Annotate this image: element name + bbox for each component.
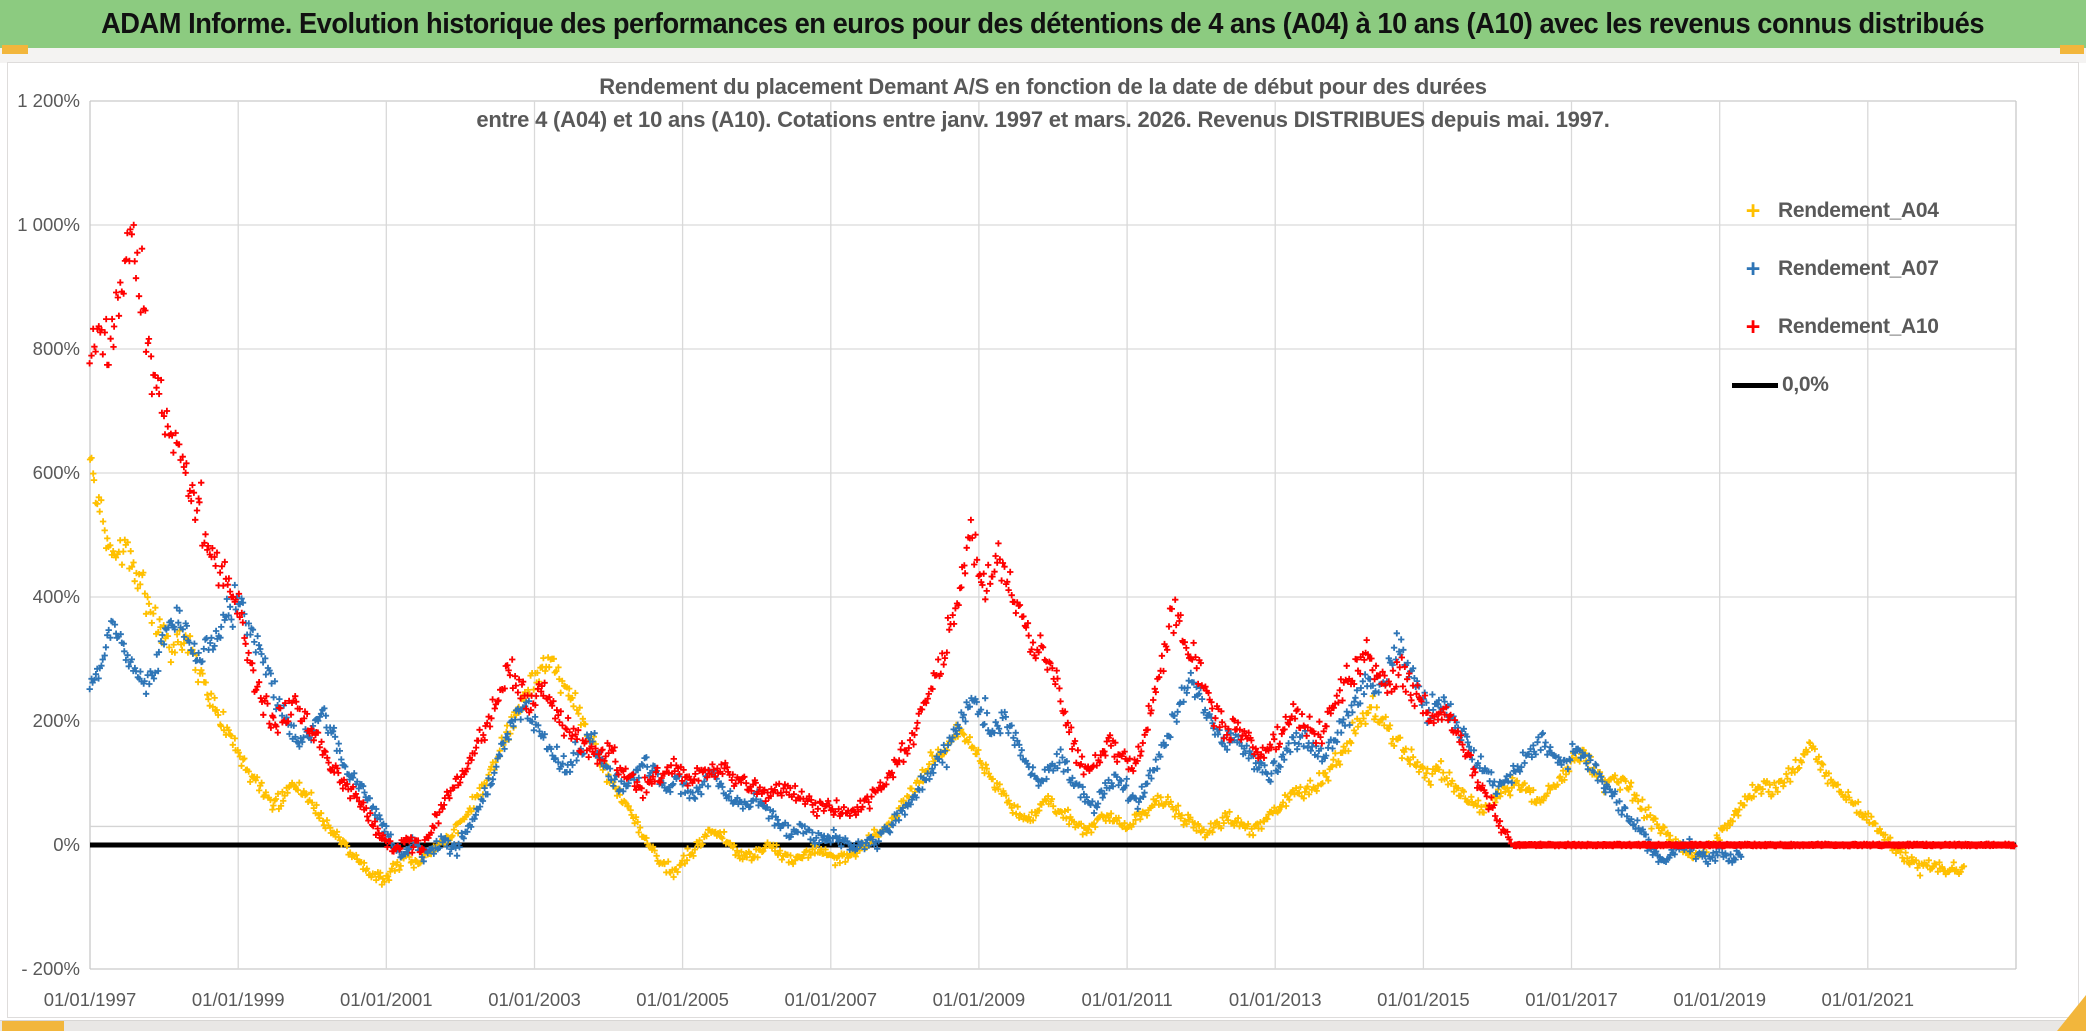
- legend-item-zero-line: 0,0%: [1732, 356, 1939, 414]
- series-flat-zero-markers: [1510, 840, 2018, 850]
- y-tick-label: 600%: [33, 462, 80, 483]
- x-tick-label: 01/01/2001: [340, 989, 433, 1010]
- y-tick-label: 800%: [33, 338, 80, 359]
- plus-marker-icon: +: [1745, 197, 1761, 225]
- chart-title-line1: Rendement du placement Demant A/S en fon…: [599, 74, 1487, 99]
- x-tick-label: 01/01/2003: [488, 989, 581, 1010]
- legend-item-rendement-a10: + Rendement_A10: [1732, 298, 1939, 356]
- plus-marker-icon: +: [1745, 255, 1761, 283]
- chart-title: Rendement du placement Demant A/S en fon…: [0, 70, 2086, 136]
- bottom-strip: [0, 1020, 2086, 1031]
- header-bar: ADAM Informe. Evolution historique des p…: [0, 0, 2086, 48]
- x-tick-label: 01/01/2013: [1229, 989, 1322, 1010]
- chart-title-line2: entre 4 (A04) et 10 ans (A10). Cotations…: [476, 107, 1610, 132]
- y-tick-label: 1 200%: [17, 90, 80, 111]
- x-tick-label: 01/01/2017: [1525, 989, 1618, 1010]
- x-tick-label: 01/01/2015: [1377, 989, 1470, 1010]
- page-title: ADAM Informe. Evolution historique des p…: [101, 7, 1985, 40]
- header-divider: [0, 48, 2086, 63]
- legend-item-rendement-a04: + Rendement_A04: [1732, 182, 1939, 240]
- zero-line-icon: [1732, 382, 1778, 388]
- x-tick-label: 01/01/2021: [1822, 989, 1915, 1010]
- legend-label: 0,0%: [1782, 373, 1829, 396]
- series-markers-rendement_a10: [86, 221, 1515, 856]
- x-tick-label: 01/01/2011: [1081, 989, 1172, 1010]
- x-tick-label: 01/01/2009: [933, 989, 1026, 1010]
- series-markers-rendement_a07: [86, 581, 1745, 868]
- y-tick-label: 0%: [53, 834, 80, 855]
- x-tick-label: 01/01/2005: [636, 989, 729, 1010]
- legend-item-rendement-a07: + Rendement_A07: [1732, 240, 1939, 298]
- x-tick-label: 01/01/2007: [785, 989, 878, 1010]
- accent-bottom-left: [2, 1021, 64, 1031]
- y-tick-label: 400%: [33, 586, 80, 607]
- legend-label: Rendement_A07: [1778, 257, 1939, 280]
- accent-top-left: [2, 45, 28, 54]
- accent-top-right: [2060, 45, 2084, 54]
- x-tick-label: 01/01/1997: [44, 989, 137, 1010]
- plus-marker-icon: +: [1745, 313, 1761, 341]
- y-tick-label: - 200%: [21, 958, 80, 979]
- legend-label: Rendement_A10: [1778, 315, 1939, 338]
- x-tick-label: 01/01/1999: [192, 989, 285, 1010]
- x-tick-label: 01/01/2019: [1673, 989, 1766, 1010]
- legend-label: Rendement_A04: [1778, 199, 1939, 222]
- y-tick-label: 1 000%: [17, 214, 80, 235]
- series-markers-rendement_a04: [86, 454, 1968, 888]
- y-tick-label: 200%: [33, 710, 80, 731]
- y-axis-labels: 1 200% 1 000% 800% 600% 400% 200% 0% - 200%: [17, 90, 80, 979]
- x-axis-labels: 01/01/1997 01/01/1999 01/01/2001 01/01/2003…: [44, 989, 1914, 1010]
- legend: + Rendement_A04 + Rendement_A07 + Rendem…: [1732, 182, 1939, 414]
